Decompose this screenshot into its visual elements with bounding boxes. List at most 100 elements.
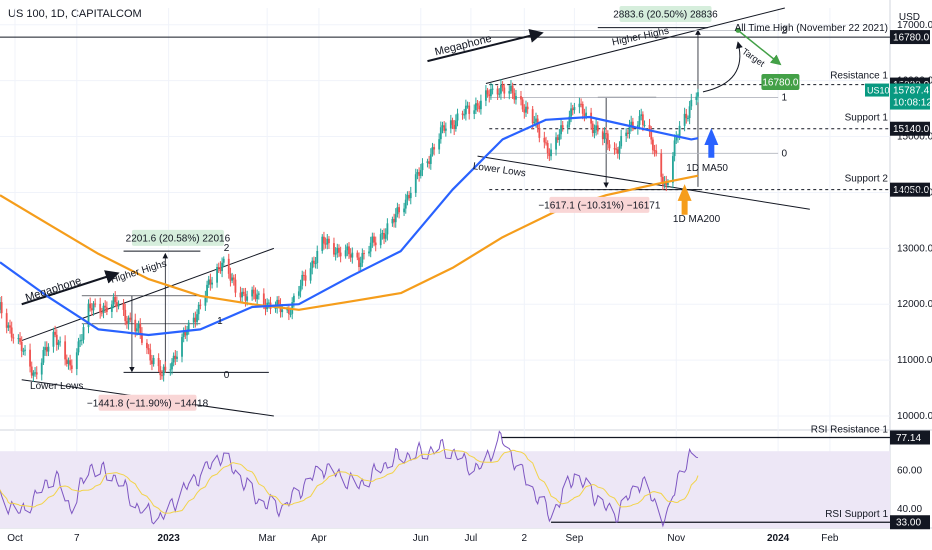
- rsi-level-box: [890, 430, 930, 445]
- rsi-tick-label: 40.00: [897, 504, 922, 515]
- candle-body: [368, 251, 370, 254]
- candle-body: [421, 163, 424, 171]
- candle-body: [102, 305, 105, 313]
- last-price-box: [890, 83, 930, 110]
- candle-body: [351, 252, 354, 258]
- candle-body: [59, 341, 62, 343]
- candle-body: [441, 125, 444, 128]
- candle-body: [211, 282, 213, 285]
- candle-body: [533, 121, 536, 124]
- candle-body: [638, 116, 641, 125]
- candle-body: [591, 123, 594, 134]
- measure-2022-up-label-bg: [131, 229, 224, 246]
- candle-body: [47, 346, 50, 352]
- candle-body: [501, 84, 504, 88]
- candle-body: [358, 257, 360, 268]
- candle-body: [608, 144, 611, 149]
- candle-body: [391, 218, 394, 224]
- candle-body: [613, 148, 616, 150]
- candle-body: [100, 312, 103, 314]
- candle-body: [500, 84, 502, 94]
- measure-2022-down-label: −1441.8 (−11.90%) −14418: [87, 398, 209, 409]
- x-tick-label: 2024: [767, 533, 790, 544]
- candle-body: [221, 262, 224, 272]
- candle-body: [695, 96, 698, 100]
- candle-body: [0, 302, 3, 314]
- x-tick-label: Mar: [259, 533, 277, 544]
- candle-body: [149, 349, 152, 361]
- candle-body: [486, 90, 489, 95]
- candle-body: [324, 243, 327, 245]
- candle-body: [631, 121, 634, 129]
- candle-body: [653, 150, 656, 152]
- candle-body: [321, 236, 324, 251]
- level-price-label-box: [890, 182, 930, 197]
- candle-body: [244, 293, 247, 301]
- candle-body: [558, 134, 561, 141]
- candle-body: [531, 109, 534, 124]
- candle-body: [274, 307, 277, 309]
- candle-body: [114, 297, 117, 303]
- candle-body: [641, 114, 644, 126]
- candle-body: [302, 274, 305, 276]
- candle-body: [503, 87, 506, 94]
- resistance-1-label: Resistance 1: [830, 71, 888, 82]
- target-box: [761, 73, 800, 90]
- candle-body: [45, 347, 48, 352]
- candle-body: [313, 260, 315, 264]
- candle-body: [54, 331, 57, 335]
- rsi-tick-label: 60.00: [897, 465, 922, 476]
- candle-body: [685, 113, 688, 119]
- candle-body: [548, 152, 551, 157]
- candle-body: [227, 258, 230, 274]
- candle-body: [648, 125, 651, 132]
- candle-body: [620, 135, 623, 147]
- candle-body: [127, 317, 130, 324]
- candle-body: [338, 247, 340, 253]
- candle-body: [176, 356, 178, 359]
- candle-body: [77, 341, 80, 353]
- fib-1-label-2022: 1: [217, 316, 223, 327]
- y-tick-label: 13000.0: [897, 243, 932, 254]
- candle-body: [386, 223, 389, 235]
- candle-body: [199, 304, 202, 306]
- candle-body: [419, 170, 422, 176]
- rsi-resistance-label: RSI Resistance 1: [811, 424, 889, 435]
- candle-body: [94, 303, 97, 305]
- symbol-label: US100: [867, 86, 895, 96]
- candle-body: [57, 342, 60, 345]
- candle-body: [690, 99, 693, 107]
- candle-body: [661, 176, 664, 185]
- candle-body: [418, 172, 421, 176]
- candle-body: [44, 347, 47, 350]
- candle-body: [666, 182, 669, 185]
- y-tick-label: 15000.0: [897, 132, 932, 143]
- candle-body: [384, 234, 387, 239]
- candle-body: [40, 362, 43, 375]
- candle-body: [292, 295, 295, 303]
- x-tick-label: Sep: [566, 533, 584, 544]
- measure-2022-down-label-bg: [98, 394, 197, 411]
- candle-body: [336, 247, 339, 254]
- candle-body: [164, 366, 167, 371]
- candle-body: [234, 279, 237, 293]
- candle-body: [125, 321, 128, 324]
- candle-body: [134, 319, 137, 332]
- x-tick-label: 7: [74, 533, 80, 544]
- megaphone-2-upper: [485, 7, 785, 84]
- candle-body: [314, 263, 317, 265]
- candle-body: [461, 113, 464, 115]
- candle-body: [152, 357, 155, 365]
- candle-body: [630, 121, 633, 126]
- ma50-label: 1D MA50: [686, 163, 728, 174]
- candle-body: [416, 172, 419, 175]
- candle-body: [550, 149, 552, 157]
- y-tick-label: 17000.0: [897, 20, 932, 31]
- measure-2023-up-label-bg: [619, 6, 712, 22]
- candle-body: [242, 291, 245, 294]
- candle-body: [596, 125, 599, 132]
- candle-body: [151, 360, 153, 365]
- candle-body: [197, 304, 200, 315]
- candle-body: [174, 355, 177, 359]
